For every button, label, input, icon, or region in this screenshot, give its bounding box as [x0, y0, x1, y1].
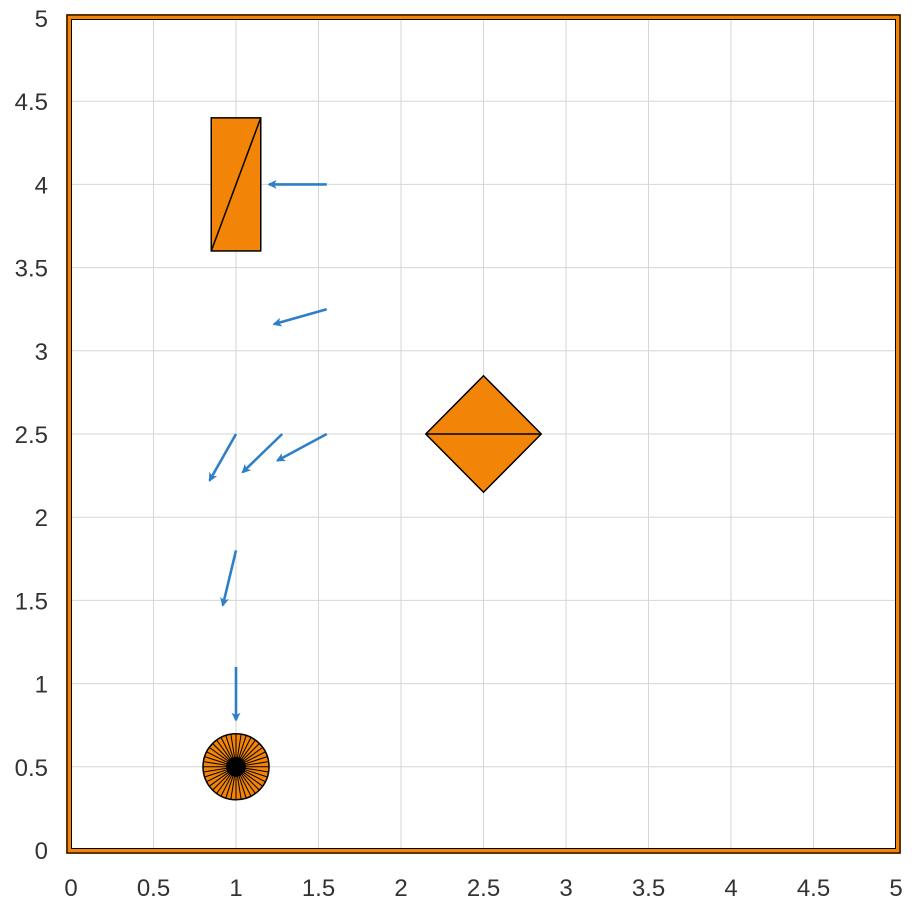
x-tick-label: 3.5 [632, 875, 665, 902]
vector-arrow [272, 307, 328, 327]
y-tick-label: 3 [35, 339, 48, 366]
x-axis-tick-labels: 0 0.5 1 1.5 2 2.5 3 3.5 4 4.5 5 [64, 875, 902, 902]
y-tick-label: 3.5 [15, 256, 48, 283]
vector-arrow [241, 433, 284, 474]
y-tick-label: 0 [35, 838, 48, 865]
y-tick-label: 2 [35, 505, 48, 532]
y-tick-label: 4 [35, 172, 48, 199]
obstacles [202, 117, 543, 801]
rectangle-obstacle-diagonal [210, 117, 262, 252]
y-tick-label: 2.5 [15, 422, 48, 449]
x-tick-label: 5 [889, 875, 902, 902]
y-axis-tick-labels: 0 0.5 1 1.5 2 2.5 3 3.5 4 4.5 5 [15, 6, 48, 865]
x-tick-label: 0 [64, 875, 77, 902]
x-tick-label: 2 [394, 875, 407, 902]
vector-arrow [208, 433, 238, 482]
boundary-frame [66, 14, 901, 854]
boundary-outline-inner [71, 19, 896, 849]
y-tick-label: 5 [35, 6, 48, 33]
vector-arrow [275, 432, 328, 462]
y-tick-label: 1.5 [15, 588, 48, 615]
boundary-fill [66, 14, 901, 854]
boundary-outline-outer [66, 14, 901, 854]
x-tick-label: 1 [229, 875, 242, 902]
vector-arrows [208, 179, 328, 722]
x-tick-label: 2.5 [467, 875, 500, 902]
x-tick-label: 0.5 [137, 875, 170, 902]
x-tick-label: 1.5 [302, 875, 335, 902]
y-tick-label: 0.5 [15, 755, 48, 782]
x-tick-label: 4.5 [797, 875, 830, 902]
y-tick-label: 4.5 [15, 89, 48, 116]
circle-obstacle-center [226, 756, 246, 777]
vector-arrow [220, 550, 238, 607]
x-tick-label: 3 [559, 875, 572, 902]
x-tick-label: 4 [724, 875, 737, 902]
y-tick-label: 1 [35, 672, 48, 699]
